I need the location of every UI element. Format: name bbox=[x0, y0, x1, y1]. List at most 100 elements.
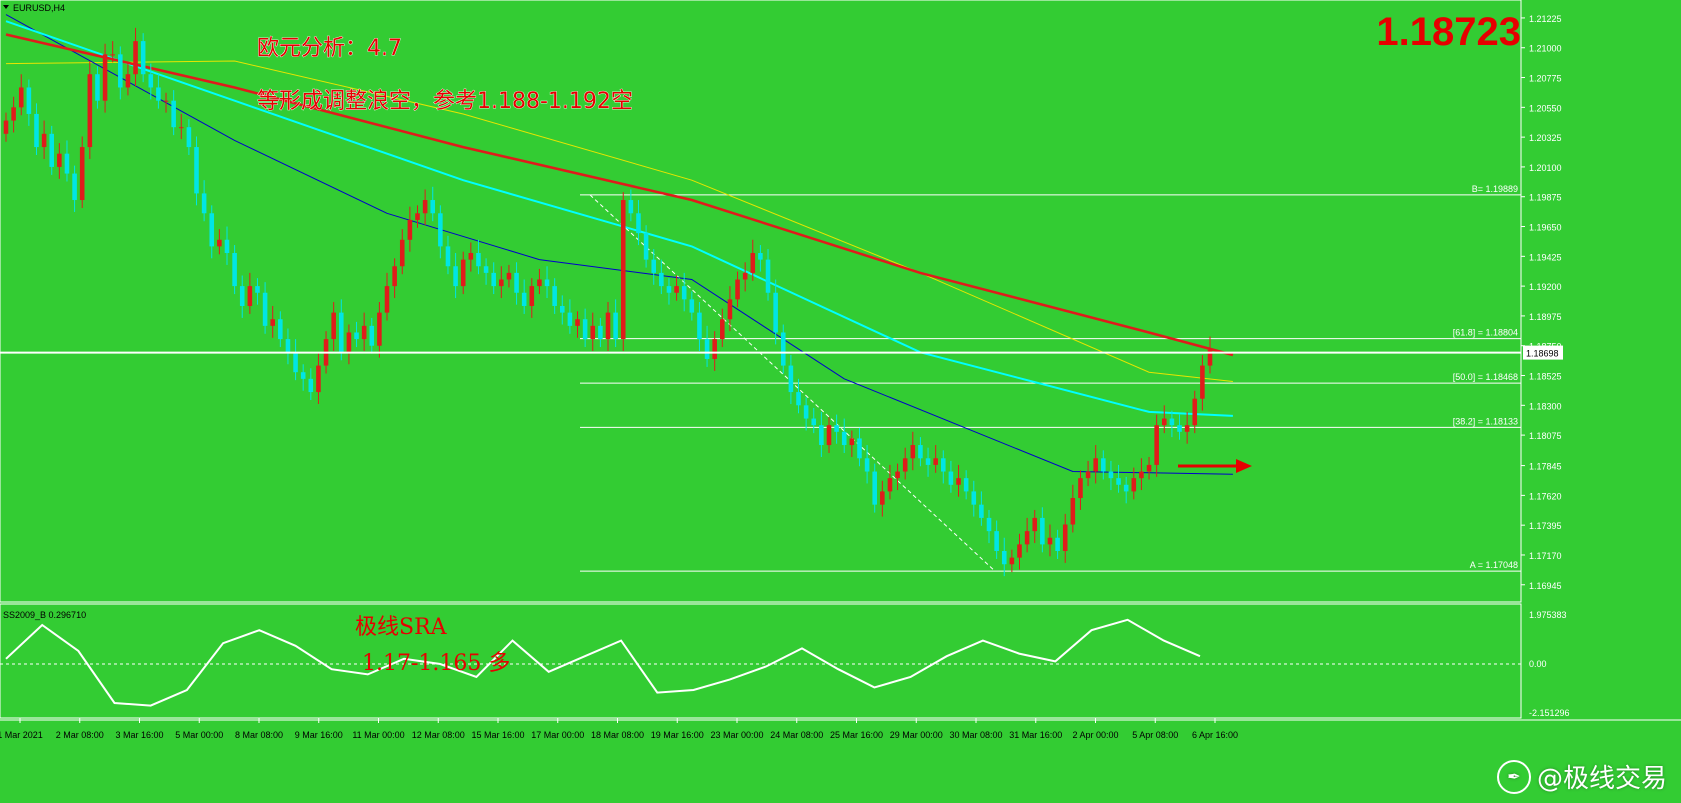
candle-body bbox=[712, 339, 717, 359]
candle-body bbox=[194, 147, 199, 194]
candle-body bbox=[689, 299, 695, 313]
candle-body bbox=[224, 239, 230, 254]
candle-body bbox=[1123, 484, 1129, 492]
candle-body bbox=[963, 478, 969, 492]
candle-body bbox=[1192, 398, 1198, 426]
y-tick-label: 1.16945 bbox=[1529, 581, 1562, 591]
candle-body bbox=[41, 133, 47, 148]
indicator-axis-zero: 0.00 bbox=[1529, 659, 1547, 669]
candle-body bbox=[209, 213, 215, 247]
candle-body bbox=[118, 54, 123, 88]
x-tick-label: 8 Mar 08:00 bbox=[235, 730, 283, 740]
candle-body bbox=[651, 259, 657, 273]
x-tick-label: 2 Mar 08:00 bbox=[56, 730, 104, 740]
candle-body bbox=[1032, 517, 1038, 532]
indicator-axis-top: 1.975383 bbox=[1529, 610, 1567, 620]
candle-body bbox=[1040, 517, 1045, 545]
candle-body bbox=[483, 266, 489, 273]
y-tick-label: 1.19200 bbox=[1529, 282, 1562, 292]
candle-body bbox=[293, 352, 298, 373]
watermark: ✒ @极线交易 bbox=[1496, 758, 1667, 795]
ma-red-line bbox=[5, 33, 1234, 357]
candle-body bbox=[156, 87, 161, 101]
candle-body bbox=[460, 259, 466, 287]
indicator-frame bbox=[0, 603, 1522, 719]
x-tick-label: 1 Mar 2021 bbox=[0, 730, 43, 740]
candle-body bbox=[857, 438, 862, 459]
candle-body bbox=[491, 272, 496, 287]
y-tick-label: 1.17620 bbox=[1529, 491, 1562, 501]
candle-body bbox=[948, 471, 954, 485]
y-tick-label: 1.21225 bbox=[1529, 14, 1562, 24]
fib-level-label: [50.0] = 1.18468 bbox=[1453, 372, 1518, 382]
candle-body bbox=[1017, 544, 1022, 558]
candle-body bbox=[582, 319, 588, 340]
candle-body bbox=[933, 458, 938, 465]
candle-body bbox=[1116, 478, 1121, 485]
candle-body bbox=[544, 279, 550, 287]
candle-body bbox=[521, 292, 527, 306]
current-price-tag bbox=[1523, 345, 1563, 360]
candle-body bbox=[659, 272, 664, 287]
candle-body bbox=[918, 445, 923, 459]
candle-body bbox=[1207, 349, 1213, 366]
candle-body bbox=[643, 233, 649, 260]
candle-body bbox=[102, 54, 108, 101]
candle-body bbox=[819, 425, 824, 446]
candle-body bbox=[26, 87, 32, 114]
candle-body bbox=[590, 325, 596, 340]
x-tick-label: 3 Mar 16:00 bbox=[115, 730, 163, 740]
x-tick-label: 23 Mar 00:00 bbox=[710, 730, 763, 740]
candle-body bbox=[1154, 425, 1159, 465]
candle-body bbox=[765, 259, 771, 293]
candle-body bbox=[529, 286, 535, 306]
candle-body bbox=[49, 133, 55, 167]
candle-body bbox=[742, 272, 748, 280]
candle-body bbox=[979, 504, 984, 518]
y-tick-label: 1.17170 bbox=[1529, 551, 1562, 561]
candle-body bbox=[956, 478, 961, 485]
candle-body bbox=[834, 425, 839, 432]
big-price-label: 1.18723 bbox=[1376, 10, 1521, 54]
candle-body bbox=[1070, 498, 1076, 525]
x-tick-label: 19 Mar 16:00 bbox=[651, 730, 704, 740]
indicator-note-range: 1.17-1.165 多 bbox=[362, 651, 510, 676]
candle-body bbox=[354, 332, 359, 340]
dropdown-triangle-icon bbox=[3, 5, 9, 9]
candle-body bbox=[720, 319, 725, 340]
feather-logo-icon: ✒ bbox=[1496, 759, 1531, 794]
candle-body bbox=[620, 200, 626, 340]
x-tick-label: 25 Mar 16:00 bbox=[830, 730, 883, 740]
candle-body bbox=[79, 147, 85, 201]
candle-body bbox=[278, 319, 283, 340]
candle-body bbox=[369, 325, 375, 346]
candle-body bbox=[1184, 425, 1190, 432]
candle-body bbox=[255, 286, 260, 293]
main-plot-frame bbox=[0, 0, 1522, 603]
y-tick-label: 1.20550 bbox=[1529, 103, 1562, 113]
x-tick-label: 5 Mar 00:00 bbox=[175, 730, 223, 740]
candle-body bbox=[681, 286, 687, 300]
candle-body bbox=[552, 286, 557, 306]
x-tick-label: 9 Mar 16:00 bbox=[295, 730, 343, 740]
x-tick-label: 17 Mar 00:00 bbox=[531, 730, 584, 740]
indicator-line bbox=[5, 618, 1201, 707]
candle-body bbox=[339, 312, 344, 353]
candle-body bbox=[399, 239, 405, 267]
candle-body bbox=[1177, 425, 1182, 432]
y-tick-label: 1.18525 bbox=[1529, 372, 1562, 382]
x-tick-label: 5 Apr 08:00 bbox=[1132, 730, 1178, 740]
candle-body bbox=[1001, 550, 1007, 565]
candle-body bbox=[430, 200, 436, 214]
y-tick-label: 1.18075 bbox=[1529, 431, 1562, 441]
x-tick-label: 6 Apr 16:00 bbox=[1192, 730, 1238, 740]
analysis-note: 等形成调整浪空，参考1.188-1.192空 bbox=[257, 89, 633, 114]
candle-body bbox=[392, 266, 397, 287]
candle-body bbox=[971, 491, 977, 505]
y-tick-label: 1.18300 bbox=[1529, 401, 1562, 411]
candle-body bbox=[64, 153, 70, 174]
indicator-note-title: 极线SRA bbox=[355, 615, 448, 640]
candle-body bbox=[674, 286, 679, 293]
candle-body bbox=[735, 279, 740, 300]
candle-body bbox=[902, 458, 908, 472]
